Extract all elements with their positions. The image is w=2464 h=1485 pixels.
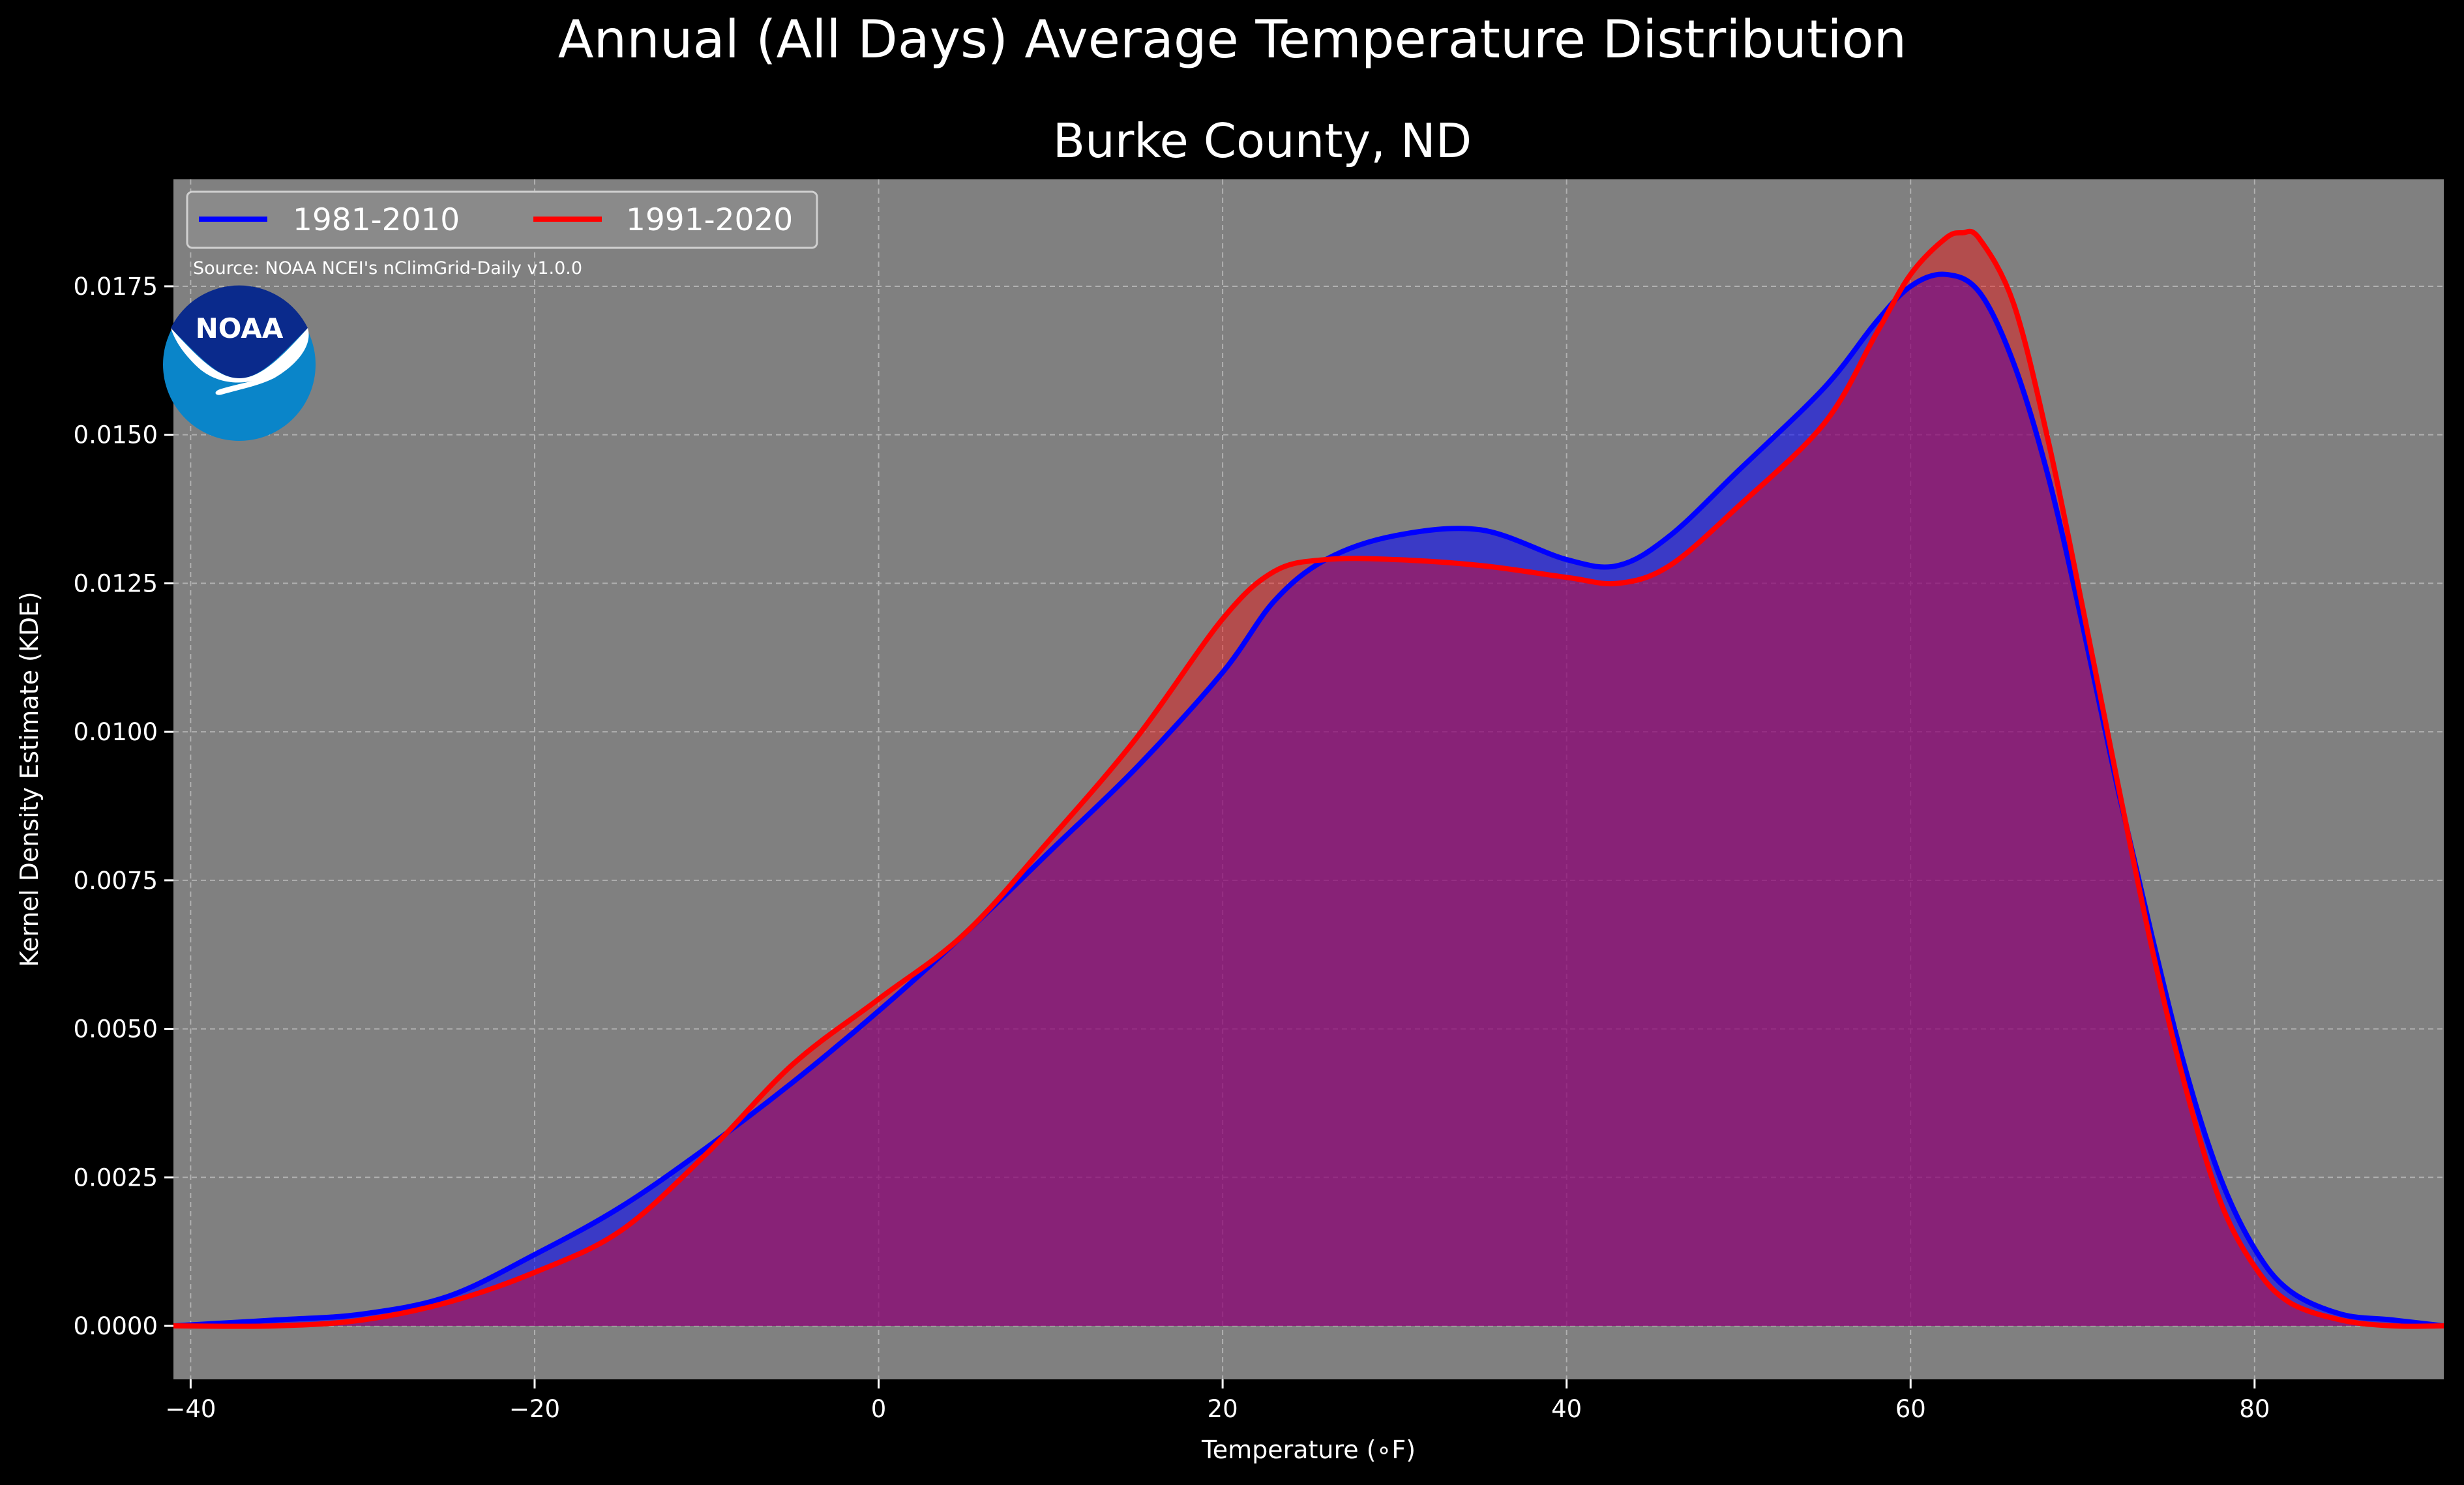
x-axis-label: Temperature (∘F) (1201, 1435, 1416, 1464)
y-tick-label: 0.0050 (74, 1015, 158, 1043)
chart-title: Burke County, ND (1053, 113, 1472, 168)
x-tick-label: 20 (1208, 1395, 1238, 1423)
y-tick-label: 0.0100 (74, 718, 158, 746)
series-group (173, 228, 2444, 1329)
y-tick-label: 0.0025 (74, 1163, 158, 1192)
y-tick-label: 0.0125 (74, 569, 158, 597)
x-axis-ticks: −40 −20 0 20 40 60 80 (165, 1379, 2270, 1423)
y-tick-label: 0.0150 (74, 421, 158, 449)
legend-label-1981-2010: 1981-2010 (293, 202, 460, 238)
legend-label-1991-2020: 1991-2020 (626, 202, 793, 238)
source-annotation: Source: NOAA NCEI's nClimGrid-Daily v1.0… (193, 258, 582, 278)
legend-box (186, 190, 818, 249)
series-1991-2020-line (173, 228, 2444, 1329)
x-tick-label: −40 (165, 1395, 216, 1423)
figure-suptitle: Annual (All Days) Average Temperature Di… (558, 9, 1907, 70)
x-tick-label: 80 (2239, 1395, 2270, 1423)
series-1981-2010-fill (173, 274, 2444, 1326)
noaa-logo-text: NOAA (196, 312, 284, 344)
y-axis-label: Kernel Density Estimate (KDE) (15, 592, 44, 967)
x-tick-label: 40 (1551, 1395, 1582, 1423)
series-1991-2020-fill (173, 231, 2444, 1327)
series-1981-2010-line (173, 271, 2444, 1328)
legend: 1981-2010 1991-2020 (186, 190, 818, 249)
y-tick-label: 0.0175 (74, 273, 158, 301)
y-tick-label: 0.0000 (74, 1312, 158, 1340)
y-tick-label: 0.0075 (74, 867, 158, 895)
y-axis-ticks: 0.0000 0.0025 0.0050 0.0075 0.0100 0.0125 0.01… (74, 273, 173, 1340)
x-tick-label: 60 (1895, 1395, 1926, 1423)
x-tick-label: −20 (509, 1395, 560, 1423)
noaa-logo-top (171, 285, 308, 378)
noaa-logo: NOAA (163, 285, 316, 441)
seagull-icon (171, 328, 309, 395)
x-tick-label: 0 (871, 1395, 887, 1423)
